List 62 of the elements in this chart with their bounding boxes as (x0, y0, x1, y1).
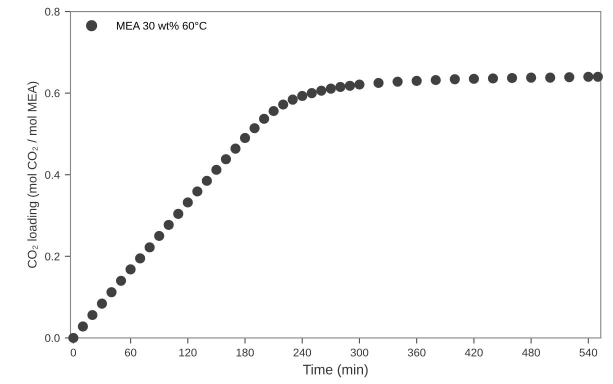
x-tick-label: 0 (70, 348, 76, 356)
y-tick-label: 0.6 (45, 89, 60, 98)
x-tick-label: 60 (124, 348, 136, 356)
x-tick-label: 240 (294, 348, 312, 356)
point (354, 79, 365, 90)
point (116, 276, 126, 286)
x-tick-label: 540 (580, 348, 598, 356)
x-tick-label: 180 (236, 348, 254, 356)
point (450, 74, 460, 84)
point (316, 86, 326, 96)
y-axis-title: CO₂ loading (mol CO₂ / mol MEA) (27, 82, 40, 268)
y-tick-label: 0.4 (45, 170, 60, 179)
point (468, 74, 479, 84)
point (430, 74, 441, 86)
y-tick-label: 0.0 (45, 334, 60, 342)
point (154, 230, 164, 242)
point (344, 80, 356, 91)
point (392, 76, 403, 87)
x-tick-label: 480 (522, 348, 540, 356)
point (583, 72, 594, 82)
point (164, 220, 174, 230)
point (297, 90, 308, 102)
x-tick-label: 360 (408, 348, 426, 356)
x-tick-label: 420 (464, 348, 483, 356)
point (220, 154, 232, 164)
point (68, 332, 78, 344)
point (526, 72, 536, 83)
point (96, 298, 108, 309)
point (182, 197, 193, 208)
point (211, 164, 222, 175)
x-axis-title: Time (min) (303, 364, 368, 378)
point (230, 144, 241, 154)
point (373, 78, 384, 88)
point (412, 76, 422, 86)
point (288, 94, 298, 105)
point (192, 186, 202, 197)
point (144, 242, 155, 252)
point (125, 264, 136, 274)
point (278, 99, 288, 110)
point (268, 106, 279, 116)
point (306, 88, 317, 98)
legend-label: MEA 30 wt% 60°C (116, 22, 207, 30)
point (87, 310, 98, 320)
point (106, 287, 117, 298)
point (202, 176, 212, 186)
point (78, 321, 88, 332)
point (240, 132, 250, 144)
point (173, 208, 184, 219)
x-tick-label: 300 (350, 348, 368, 356)
point (545, 72, 556, 83)
point (592, 72, 603, 82)
point (135, 253, 146, 264)
point (335, 82, 346, 92)
y-tick-label: 0.2 (45, 252, 60, 260)
x-tick-label: 120 (179, 348, 197, 356)
point (326, 84, 336, 94)
point (564, 72, 574, 82)
point (249, 123, 260, 134)
point (506, 72, 518, 84)
point (259, 114, 270, 124)
point (488, 73, 498, 84)
y-tick-label: 0.8 (45, 8, 60, 16)
